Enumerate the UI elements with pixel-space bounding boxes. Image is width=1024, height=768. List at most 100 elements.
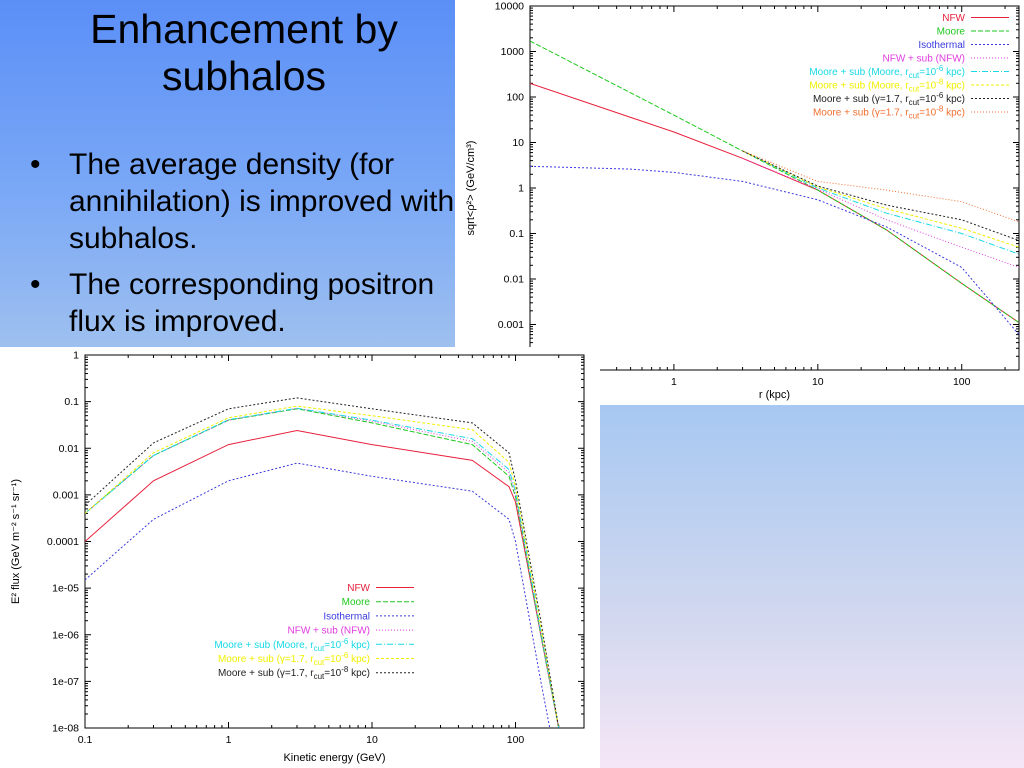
legend-label-part: kpc) [348,668,370,679]
series-line [85,407,560,728]
legend-label-superscript: -6 [341,637,349,646]
y-tick-label: 100 [506,92,524,104]
legend-label-part: =10 [919,108,936,119]
series-line [530,165,1019,335]
legend-label-part: =10 [919,94,936,105]
legend-label: NFW + sub (NFW) [288,626,371,637]
series-line [85,405,560,728]
slide-title: Enhancement by subhalos [0,6,488,100]
legend-label-part: kpc) [943,67,965,78]
legend-label: Moore [937,27,966,38]
legend-label-part: =10 [324,668,341,679]
legend-label-subscript: cut [909,85,920,94]
slide-background-top [0,0,455,347]
y-tick-label: 1e-08 [52,723,79,735]
legend-label-part: Moore + sub (γ=1.7, r [218,668,314,679]
slide-background-bottom-right [600,405,1024,768]
slide-title-line-1: Enhancement by [90,6,398,52]
series-line [742,150,1019,223]
legend-label-subscript: cut [909,98,920,107]
y-tick-label: 0.01 [504,274,525,286]
x-tick-label: 100 [953,376,971,388]
series-line [742,150,1019,255]
legend-label-superscript: -8 [341,665,349,674]
x-tick-label: 100 [507,734,525,746]
y-tick-label: 0.1 [509,228,524,240]
x-tick-label: 0.1 [78,734,93,746]
legend-label: Isothermal [918,40,965,51]
slide-title-line-2: subhalos [161,53,327,99]
legend-label: NFW [942,13,965,24]
legend-label: NFW + sub (NFW) [883,54,966,65]
chart-background [0,347,600,768]
legend-label-part: kpc) [348,654,370,665]
x-axis-label: Kinetic energy (GeV) [283,752,385,764]
y-tick-label: 0.0001 [47,536,79,548]
legend-label: NFW [347,583,370,594]
legend-label: Moore [342,597,371,608]
y-tick-label: 0.001 [53,489,79,501]
legend-label-part: kpc) [943,81,965,92]
legend-label: Moore + sub (γ=1.7, rcut=10-8 kpc) [218,665,370,681]
y-tick-label: 1 [518,183,524,195]
series-line [530,40,1019,324]
y-tick-label: 1e-07 [52,676,79,688]
series-line [85,462,551,728]
y-axis-label: E² flux (GeV m⁻² s⁻¹ sr⁻¹) [10,479,22,604]
legend-label-part: Moore + sub (γ=1.7, r [813,94,909,105]
y-tick-label: 10 [512,137,524,149]
x-tick-label: 1 [226,734,232,746]
legend-label-superscript: -6 [341,651,349,660]
y-tick-label: 10000 [495,1,524,13]
y-tick-label: 1000 [501,46,525,58]
legend-label-subscript: cut [314,644,325,653]
legend-label-part: =10 [919,81,936,92]
legend-label-subscript: cut [314,672,325,681]
y-tick-label: 1e-05 [52,583,79,595]
legend-label: Moore + sub (Moore, rcut=10-6 kpc) [214,637,370,653]
legend-label-part: Moore + sub (Moore, r [809,67,909,78]
series-line [742,150,1019,248]
legend-label-part: Moore + sub (γ=1.7, r [813,108,909,119]
legend-label: Moore + sub (Moore, rcut=10-6 kpc) [809,64,965,80]
y-tick-label: 1e-06 [52,629,79,641]
series-group [85,397,560,728]
legend-label-part: Moore + sub (Moore, r [214,640,314,651]
legend-label-part: =10 [919,67,936,78]
legend-label-part: =10 [324,654,341,665]
y-tick-label: 0.01 [59,443,80,455]
bullet-marker: • [30,268,41,301]
legend-label-superscript: -6 [936,64,944,73]
y-tick-label: 0.1 [64,396,79,408]
y-tick-label: 1 [73,350,79,362]
x-axis-label: r (kpc) [759,389,790,401]
legend-label-subscript: cut [909,71,920,80]
legend-label-part: kpc) [348,640,370,651]
legend-label-superscript: -6 [936,91,944,100]
positron-flux-chart: 0.1 1 10 100 1 0.1 0.01 0.001 0.0001 1e-05 1e-06 1e… [0,347,600,768]
legend-label-part: kpc) [943,94,965,105]
series-group [530,40,1019,335]
legend-label-part: Moore + sub (Moore, r [809,81,909,92]
legend-label-part: kpc) [943,108,965,119]
legend-label-part: Moore + sub (γ=1.7, r [218,654,314,665]
legend-label: Moore + sub (γ=1.7, rcut=10-6 kpc) [218,651,370,667]
bullet-text: The average density (for annihilation) i… [69,148,455,255]
x-tick-label: 10 [366,734,378,746]
bullet-list: • The average density (for annihilation)… [30,146,460,349]
legend-label: Moore + sub (γ=1.7, rcut=10-6 kpc) [813,91,965,107]
series-line [85,397,560,728]
density-profile-chart: 1 10 100 10000 1000 100 10 1 0.1 0.01 0.001 r (kpc)… [455,0,1024,405]
legend-label-subscript: cut [909,112,920,121]
chart-background [455,0,1024,405]
legend-label-superscript: -8 [936,78,944,87]
legend-label: Isothermal [323,611,370,622]
legend-label-part: =10 [324,640,341,651]
legend-label-subscript: cut [314,658,325,667]
bullet-item: • The corresponding positron flux is imp… [30,266,460,340]
x-tick-label: 1 [671,376,677,388]
bullet-item: • The average density (for annihilation)… [30,146,460,257]
legend-label: Moore + sub (Moore, rcut=10-8 kpc) [809,78,965,94]
x-tick-label: 10 [812,376,824,388]
legend-label: Moore + sub (γ=1.7, rcut=10-8 kpc) [813,105,965,121]
